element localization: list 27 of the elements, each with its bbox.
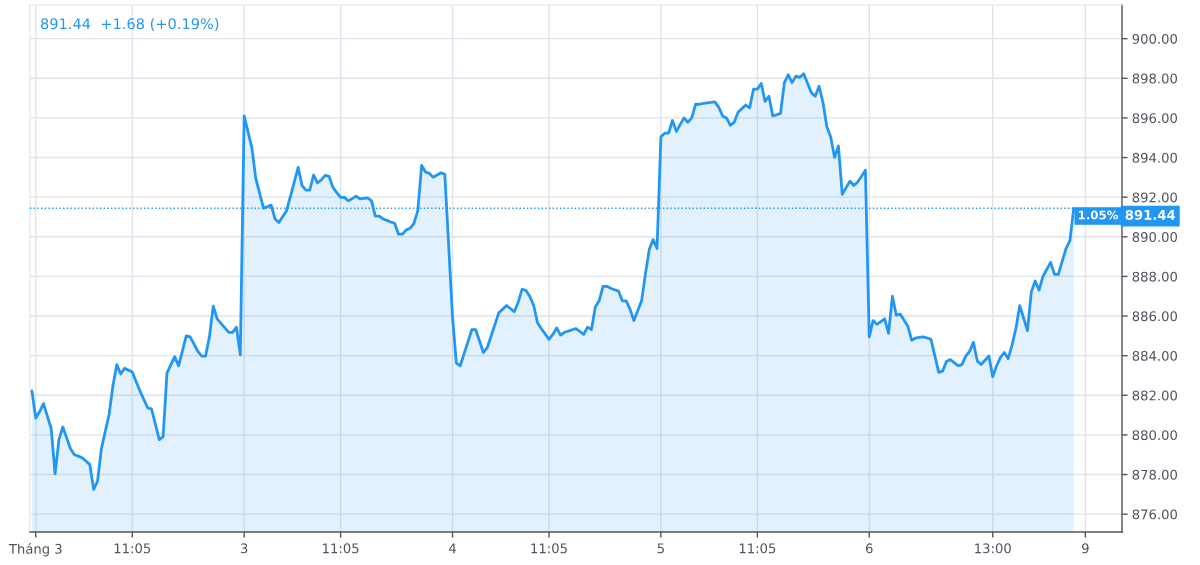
x-tick-label: 3 [240, 543, 248, 554]
x-tick-label: 13:00 [975, 543, 1011, 554]
y-tick-label: 890.00 [1132, 232, 1178, 242]
y-tick-label: 878.00 [1132, 469, 1178, 480]
x-tick-label: Tháng 3 [8, 543, 62, 557]
y-tick-label: 888.00 [1132, 271, 1178, 282]
y-tick-label: 896.00 [1132, 113, 1178, 124]
ref-line-label: 891.44 [1125, 209, 1176, 220]
y-tick-label: 898.00 [1132, 73, 1178, 84]
x-tick-label: 11:05 [739, 543, 776, 554]
x-tick-label: 6 [865, 543, 873, 554]
x-tick-label: 9 [1081, 543, 1089, 554]
y-tick-label: 882.00 [1132, 390, 1178, 401]
y-tick-label: 900.00 [1132, 33, 1178, 44]
y-tick-label: 880.00 [1132, 430, 1178, 441]
x-tick-label: 11:05 [323, 543, 359, 554]
y-tick-label: 892.00 [1132, 192, 1178, 203]
x-tick-label: 11:05 [114, 543, 151, 554]
y-tick-label: 894.00 [1132, 152, 1178, 163]
annotation: 1.05% [1078, 210, 1119, 220]
y-tick-label: 884.00 [1132, 350, 1178, 361]
y-tick-label: 876.00 [1132, 509, 1178, 520]
x-tick-label: 5 [657, 543, 664, 554]
y-tick-label: 886.00 [1132, 311, 1178, 322]
x-tick-label: 4 [448, 543, 456, 554]
x-tick-label: 11:05 [531, 543, 567, 554]
annotation: 891.44 +1.68 (+0.19%) [40, 17, 219, 31]
